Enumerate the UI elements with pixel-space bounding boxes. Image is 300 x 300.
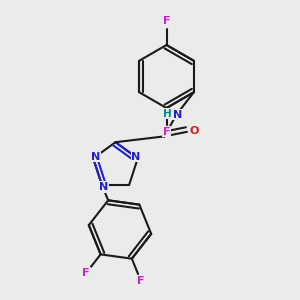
Text: N: N — [131, 152, 141, 162]
Text: H: H — [163, 109, 172, 118]
Text: O: O — [189, 126, 199, 136]
Text: F: F — [163, 127, 170, 137]
Text: F: F — [137, 276, 145, 286]
Text: F: F — [163, 16, 170, 26]
Text: N: N — [91, 152, 100, 162]
Text: N: N — [99, 182, 108, 192]
Text: N: N — [173, 110, 182, 120]
Text: F: F — [82, 268, 90, 278]
